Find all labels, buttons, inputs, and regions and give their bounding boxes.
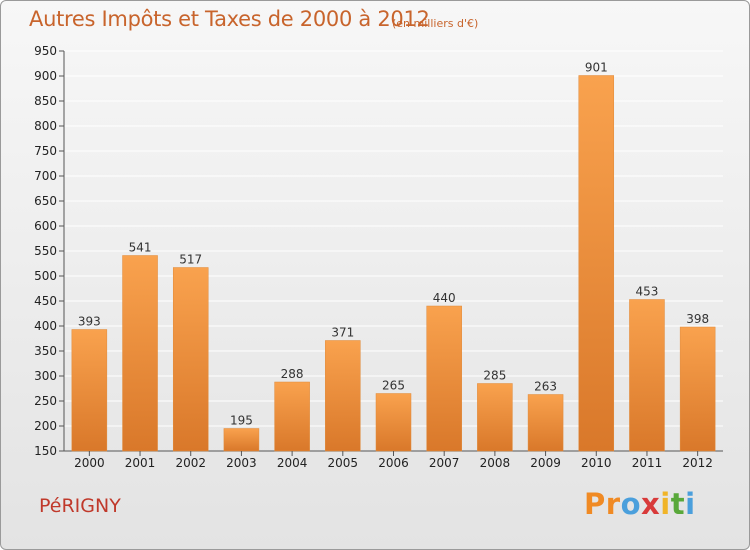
bar [71,329,108,452]
x-tick-label: 2012 [682,456,713,470]
bar [629,299,665,452]
data-label: 393 [78,315,101,329]
data-label: 440 [433,291,456,305]
bar [223,428,260,452]
bar [122,255,158,452]
y-tick-label: 450 [34,294,57,308]
y-tick-label: 150 [34,444,57,458]
x-tick-label: 2010 [581,456,612,470]
bar [477,383,513,452]
chart-subtitle: (en milliers d'€) [392,17,479,30]
x-tick-label: 2000 [74,456,105,470]
x-tick-label: 2003 [226,456,257,470]
x-tick-label: 2011 [632,456,663,470]
y-tick-label: 300 [34,369,57,383]
data-label: 263 [534,380,557,394]
data-label: 195 [230,414,253,428]
data-label: 265 [382,379,405,393]
bar [274,381,310,452]
x-tick-label: 2001 [125,456,156,470]
bar [578,75,615,452]
logo-letter: r [605,487,621,521]
logo-letter: P [584,487,606,521]
y-tick-label: 950 [34,44,57,58]
y-tick-label: 200 [34,419,57,433]
commune-name: PéRIGNY [39,495,121,517]
x-tick-label: 2002 [175,456,206,470]
y-tick-label: 600 [34,219,57,233]
data-label: 288 [281,367,304,381]
x-tick-label: 2009 [530,456,561,470]
data-label: 398 [686,312,709,326]
data-label: 517 [179,253,202,267]
logo-letter: x [641,487,661,521]
y-tick-label: 550 [34,244,57,258]
y-tick-label: 400 [34,319,57,333]
x-tick-label: 2005 [328,456,359,470]
bar [679,326,716,452]
bar [527,394,564,452]
data-label: 371 [331,326,354,340]
y-tick-label: 650 [34,194,57,208]
data-label: 453 [636,285,659,299]
proxiti-logo: Proxiti [584,487,696,521]
y-tick-label: 900 [34,69,57,83]
data-label: 901 [585,61,608,75]
bar [172,267,209,452]
bar [375,393,412,452]
y-tick-label: 800 [34,119,57,133]
bar [325,340,361,452]
x-tick-label: 2008 [480,456,511,470]
x-tick-label: 2004 [277,456,308,470]
logo-letter: i [685,487,696,521]
y-tick-label: 350 [34,344,57,358]
logo-letter: t [670,487,686,521]
y-tick-label: 700 [34,169,57,183]
y-tick-label: 850 [34,94,57,108]
chart-title: Autres Impôts et Taxes de 2000 à 2012 [29,7,430,31]
y-tick-label: 500 [34,269,57,283]
x-tick-label: 2006 [378,456,409,470]
logo-letter: o [620,487,642,521]
y-tick-label: 750 [34,144,57,158]
data-label: 541 [129,241,152,255]
x-tick-label: 2007 [429,456,460,470]
logo-letter: i [660,487,671,521]
y-tick-label: 250 [34,394,57,408]
data-label: 285 [483,369,506,383]
bar [426,305,462,452]
